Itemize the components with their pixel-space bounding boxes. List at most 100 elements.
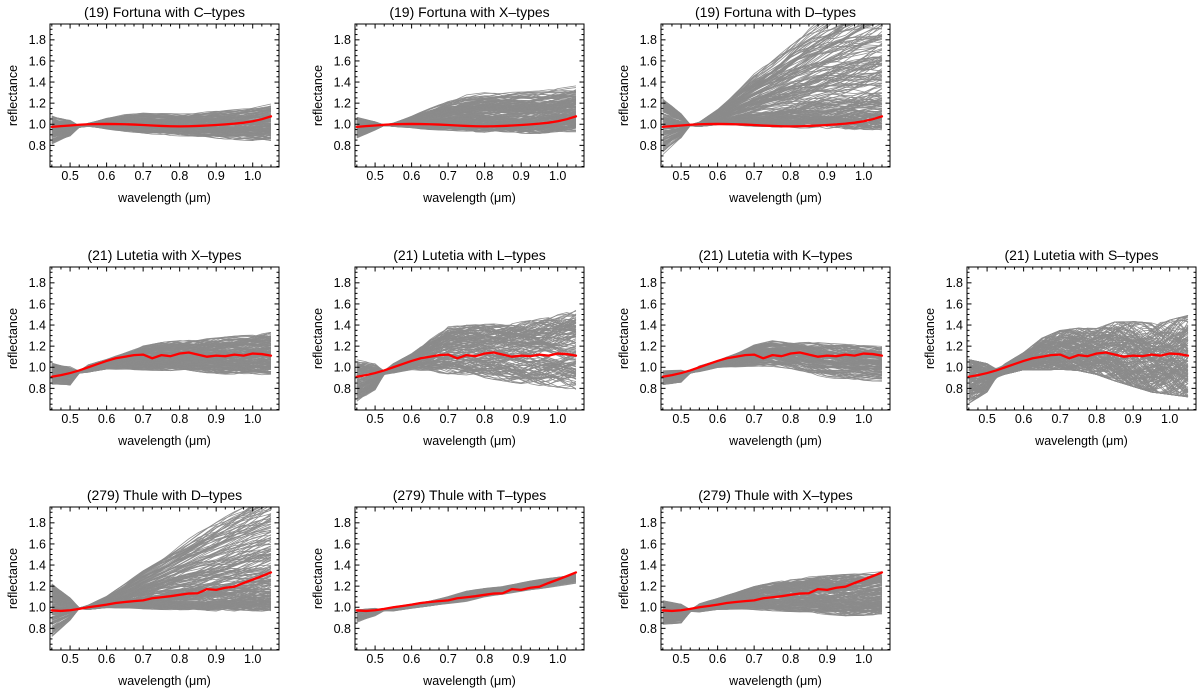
x-tick-label: 0.9 bbox=[207, 652, 224, 666]
y-tick-label: 1.4 bbox=[640, 75, 657, 89]
y-tick-label: 1.2 bbox=[334, 97, 351, 111]
ensemble-curve bbox=[662, 573, 883, 623]
ensemble-curve bbox=[662, 358, 883, 377]
spectra-plot-7: 0.5 0.6 0.7 0.8 0.9 1.0 0.8 1.0 1.2 1.4 1.6 1.8 (21)… bbox=[923, 247, 1197, 448]
y-axis-label: reflectance bbox=[311, 65, 325, 126]
plot-title: (279) Thule with D–types bbox=[87, 487, 242, 503]
y-tick-label: 1.6 bbox=[29, 297, 46, 311]
x-tick-label: 1.0 bbox=[855, 412, 872, 426]
ensemble-curve bbox=[51, 354, 271, 375]
ensemble-curve bbox=[968, 360, 1189, 398]
y-tick-label: 1.0 bbox=[640, 118, 657, 132]
x-tick-label: 0.7 bbox=[1051, 412, 1068, 426]
mean-spectrum-curve bbox=[661, 351, 884, 378]
ensemble-curve bbox=[51, 335, 271, 384]
spectra-plot-9: 0.5 0.6 0.7 0.8 0.9 1.0 0.8 1.0 1.2 1.4 1.6 1.8 (279… bbox=[311, 487, 585, 688]
ensemble-curve bbox=[51, 507, 266, 628]
y-tick-label: 1.0 bbox=[334, 118, 351, 132]
y-tick-label: 1.4 bbox=[946, 318, 963, 332]
x-tick-label: 1.0 bbox=[244, 412, 261, 426]
y-axis-label: reflectance bbox=[923, 308, 937, 369]
y-tick-label: 0.8 bbox=[29, 382, 46, 396]
ensemble-curve bbox=[662, 573, 883, 623]
y-tick-label: 1.0 bbox=[946, 361, 963, 375]
plot-frame bbox=[49, 23, 280, 168]
x-tick-label: 0.6 bbox=[1015, 412, 1032, 426]
plot-title: (19) Fortuna with C–types bbox=[84, 4, 245, 20]
y-tick-label: 1.0 bbox=[29, 118, 46, 132]
y-tick-label: 1.8 bbox=[640, 33, 657, 47]
y-tick-label: 1.4 bbox=[29, 318, 46, 332]
ensemble-curve bbox=[968, 332, 1189, 384]
x-tick-label: 0.9 bbox=[818, 412, 835, 426]
x-tick-label: 0.6 bbox=[403, 412, 420, 426]
ensemble-curve bbox=[356, 582, 577, 612]
ensemble-curve bbox=[356, 317, 577, 392]
x-tick-label: 0.8 bbox=[476, 412, 493, 426]
plot-frame bbox=[49, 506, 280, 651]
mean-spectrum-curve bbox=[355, 571, 578, 613]
y-tick-label: 0.8 bbox=[946, 382, 963, 396]
y-tick-label: 1.6 bbox=[640, 297, 657, 311]
axis-ticks bbox=[661, 24, 890, 167]
y-tick-label: 1.4 bbox=[334, 75, 351, 89]
ensemble-curve bbox=[356, 321, 577, 398]
x-tick-label: 0.9 bbox=[818, 652, 835, 666]
x-tick-label: 0.6 bbox=[98, 652, 115, 666]
x-tick-label: 0.5 bbox=[672, 412, 689, 426]
y-tick-label: 1.4 bbox=[29, 558, 46, 572]
ensemble-curve bbox=[968, 353, 1189, 393]
ensemble-curve bbox=[968, 321, 1189, 404]
y-tick-label: 0.8 bbox=[29, 622, 46, 636]
y-tick-label: 0.8 bbox=[640, 382, 657, 396]
ensemble-curve bbox=[51, 588, 271, 612]
y-tick-label: 1.0 bbox=[29, 601, 46, 615]
x-tick-label: 0.9 bbox=[1124, 412, 1141, 426]
ensemble-curve bbox=[356, 118, 576, 133]
mean-spectrum-curve bbox=[355, 115, 578, 129]
x-tick-label: 0.6 bbox=[403, 652, 420, 666]
ensemble-curve bbox=[356, 353, 577, 377]
plot-frame bbox=[49, 266, 280, 411]
ensemble-curve bbox=[968, 353, 1189, 394]
plot-title: (21) Lutetia with L–types bbox=[393, 247, 546, 263]
y-tick-label: 1.6 bbox=[946, 297, 963, 311]
y-tick-label: 1.8 bbox=[334, 276, 351, 290]
y-tick-label: 0.8 bbox=[334, 382, 351, 396]
y-tick-label: 1.4 bbox=[640, 558, 657, 572]
ensemble-curve bbox=[968, 346, 1189, 380]
x-tick-label: 0.9 bbox=[512, 652, 529, 666]
ensemble-curve bbox=[356, 117, 577, 127]
ensemble-spectrum-curves bbox=[662, 24, 883, 155]
y-tick-label: 1.6 bbox=[29, 537, 46, 551]
y-axis-label: reflectance bbox=[617, 548, 631, 609]
y-tick-label: 1.8 bbox=[640, 516, 657, 530]
y-tick-label: 1.6 bbox=[334, 297, 351, 311]
ensemble-curve bbox=[51, 356, 272, 373]
y-tick-label: 1.2 bbox=[640, 580, 657, 594]
ensemble-spectrum-curves bbox=[356, 85, 577, 139]
y-tick-label: 1.2 bbox=[640, 97, 657, 111]
x-tick-label: 0.9 bbox=[512, 412, 529, 426]
mean-spectrum-curve bbox=[355, 351, 578, 378]
y-tick-label: 0.8 bbox=[334, 622, 351, 636]
y-tick-label: 1.8 bbox=[640, 276, 657, 290]
x-tick-label: 0.8 bbox=[782, 652, 799, 666]
x-axis-label: wavelength (μm) bbox=[117, 191, 211, 205]
x-tick-label: 0.6 bbox=[403, 169, 420, 183]
axis-ticks bbox=[355, 267, 584, 410]
plot-title: (19) Fortuna with X–types bbox=[389, 4, 549, 20]
x-tick-label: 0.5 bbox=[366, 412, 383, 426]
x-tick-label: 0.9 bbox=[818, 169, 835, 183]
y-tick-label: 0.8 bbox=[29, 139, 46, 153]
axis-ticks bbox=[50, 507, 279, 650]
spectra-plot-8: 0.5 0.6 0.7 0.8 0.9 1.0 0.8 1.0 1.2 1.4 1.6 1.8 (279… bbox=[6, 487, 280, 688]
spectra-plot-5: 0.5 0.6 0.7 0.8 0.9 1.0 0.8 1.0 1.2 1.4 1.6 1.8 (21)… bbox=[311, 247, 585, 448]
ensemble-curve bbox=[51, 360, 272, 374]
mean-spectrum-curve bbox=[50, 351, 273, 378]
y-tick-label: 1.6 bbox=[640, 54, 657, 68]
y-tick-label: 1.0 bbox=[334, 361, 351, 375]
x-tick-label: 1.0 bbox=[855, 652, 872, 666]
x-tick-label: 1.0 bbox=[1161, 412, 1178, 426]
y-tick-label: 1.8 bbox=[334, 33, 351, 47]
